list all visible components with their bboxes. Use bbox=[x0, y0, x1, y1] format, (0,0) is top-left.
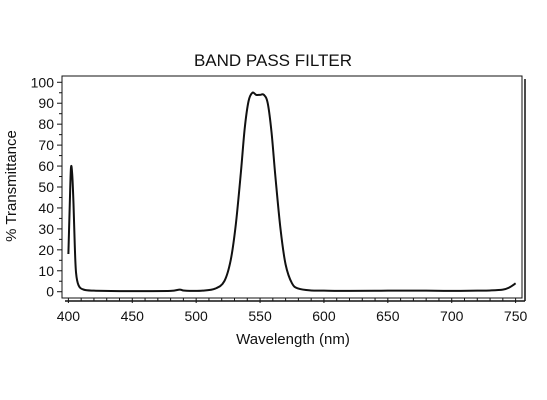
y-axis-ticks: 0 10 20 30 40 50 60 70 80 90 100 bbox=[31, 74, 62, 300]
y-tick-label: 80 bbox=[38, 116, 54, 132]
y-tick-label: 40 bbox=[38, 200, 54, 216]
y-tick-label: 70 bbox=[38, 137, 54, 153]
y-tick-label: 0 bbox=[46, 284, 54, 300]
plot-frame bbox=[61, 75, 523, 299]
x-tick-label: 750 bbox=[504, 308, 528, 324]
x-tick-label: 650 bbox=[376, 308, 400, 324]
y-tick-label: 90 bbox=[38, 95, 54, 111]
x-tick-label: 500 bbox=[184, 308, 208, 324]
series-layer bbox=[67, 91, 517, 293]
y-tick-label: 20 bbox=[38, 242, 54, 258]
y-tick-label: 100 bbox=[31, 74, 55, 90]
y-tick-label: 30 bbox=[38, 221, 54, 237]
x-tick-label: 550 bbox=[248, 308, 272, 324]
y-tick-label: 10 bbox=[38, 263, 54, 279]
y-tick-label: 60 bbox=[38, 158, 54, 174]
transmittance-line bbox=[67, 91, 517, 293]
y-axis-label: % Transmittance bbox=[3, 130, 20, 242]
x-tick-label: 700 bbox=[440, 308, 464, 324]
y-tick-label: 50 bbox=[38, 179, 54, 195]
x-tick-label: 600 bbox=[312, 308, 336, 324]
x-tick-label: 450 bbox=[121, 308, 145, 324]
chart-title: BAND PASS FILTER bbox=[194, 51, 352, 70]
x-axis-ticks: 400 450 500 550 600 650 700 750 bbox=[57, 298, 528, 324]
x-tick-label: 400 bbox=[57, 308, 81, 324]
x-axis-label: Wavelength (nm) bbox=[236, 331, 350, 348]
